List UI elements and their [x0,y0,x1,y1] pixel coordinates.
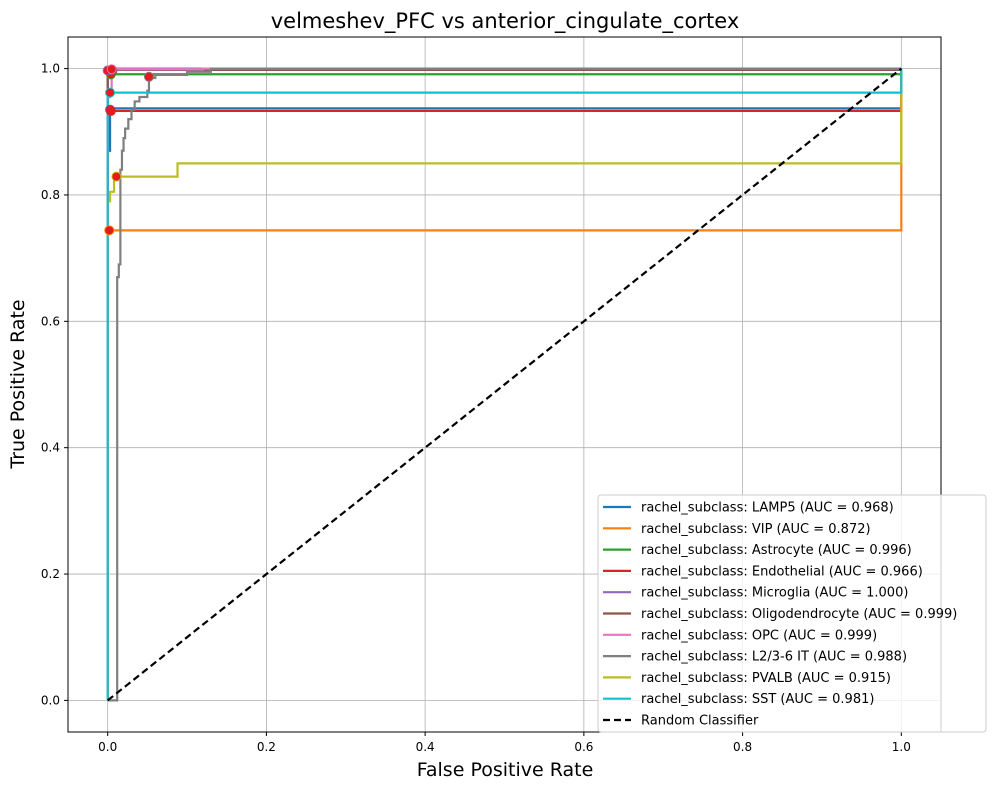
legend-entry-label: rachel_subclass: Astrocyte (AUC = 0.996) [641,543,912,558]
x-tick-label: 0.6 [574,740,593,754]
y-tick-label: 0.8 [41,188,60,202]
legend-entry-label: rachel_subclass: Oligodendrocyte (AUC = … [641,607,957,622]
optimal-point-marker [111,171,122,182]
y-tick-label: 1.0 [41,62,60,76]
grid [68,37,941,732]
optimal-point-marker [106,64,117,75]
legend-entry-label: rachel_subclass: Endothelial (AUC = 0.96… [641,564,923,579]
x-tick-label: 1.0 [892,740,911,754]
axes-frame [67,36,942,733]
series-line-random-classifier [106,67,903,702]
y-axis-ticks: 0.0 0.2 0.4 0.6 0.8 1.0 [41,62,68,707]
optimal-point-marker [105,105,116,116]
legend-entry-label: Random Classifier [641,714,759,729]
y-tick-label: 0.2 [41,567,60,581]
x-tick-label: 0.2 [257,740,276,754]
optimal-point-marker [105,87,116,98]
legend-entry-label: rachel_subclass: VIP (AUC = 0.872) [641,522,871,537]
y-axis-label: True Positive Rate [7,299,29,469]
legend-entry-label: rachel_subclass: LAMP5 (AUC = 0.968) [641,501,894,516]
legend-entry-label: rachel_subclass: L2/3-6 IT (AUC = 0.988) [641,650,907,665]
series-line-l2-3-6-it [107,67,902,702]
legend-entry-label: rachel_subclass: Microglia (AUC = 1.000) [641,586,908,601]
x-axis-ticks: 0.0 0.2 0.4 0.6 0.8 1.0 [98,732,911,754]
legend-entry-label: rachel_subclass: OPC (AUC = 0.999) [641,628,877,643]
x-tick-label: 0.0 [98,740,117,754]
legend-entry-label: rachel_subclass: PVALB (AUC = 0.915) [641,671,891,686]
legend-entry-label: rachel_subclass: SST (AUC = 0.981) [641,692,874,707]
x-axis-label: False Positive Rate [417,759,594,781]
y-tick-label: 0.4 [41,441,60,455]
y-tick-label: 0.6 [41,314,60,328]
legend: rachel_subclass: LAMP5 (AUC = 0.968) rach… [597,494,987,733]
optimal-point-marker [143,71,154,82]
legend-box [597,494,987,733]
x-tick-label: 0.8 [733,740,752,754]
x-tick-label: 0.4 [416,740,435,754]
chart-title: velmeshev_PFC vs anterior_cingulate_cort… [271,9,740,34]
y-tick-label: 0.0 [41,693,60,707]
optimal-point-marker [104,225,115,236]
series-layer [102,64,903,702]
